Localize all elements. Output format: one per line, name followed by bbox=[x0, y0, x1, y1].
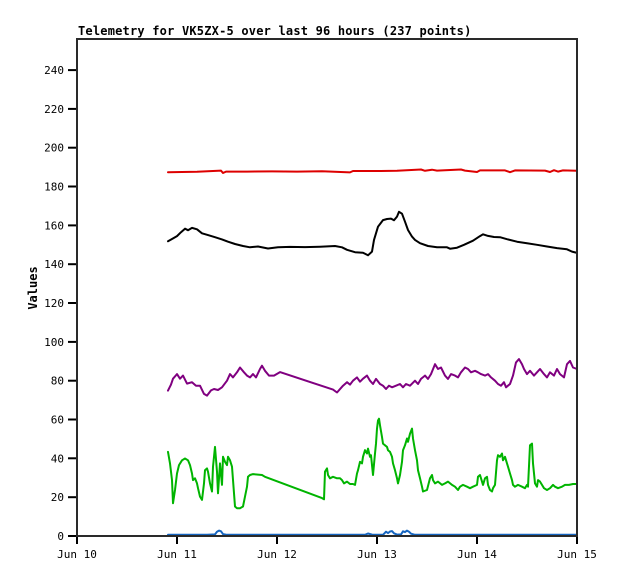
x-tick-label: Jun 15 bbox=[557, 548, 597, 561]
y-tick-label: 220 bbox=[44, 103, 64, 116]
y-tick-label: 0 bbox=[57, 530, 64, 543]
y-tick-label: 240 bbox=[44, 64, 64, 77]
series-green-line bbox=[167, 417, 578, 510]
x-tick-label: Jun 13 bbox=[357, 548, 397, 561]
plot-border bbox=[76, 38, 578, 537]
y-tick-label: 20 bbox=[51, 491, 64, 504]
x-axis-ticks: Jun 10 Jun 11 Jun 12 Jun 13 Jun 14 Jun 15 bbox=[57, 536, 597, 561]
y-axis-label: Values bbox=[26, 266, 40, 310]
y-tick-label: 120 bbox=[44, 297, 64, 310]
x-tick-label: Jun 10 bbox=[57, 548, 97, 561]
y-tick-label: 160 bbox=[44, 219, 64, 232]
x-tick-label: Jun 12 bbox=[257, 548, 297, 561]
series-blue-line bbox=[167, 529, 578, 536]
y-tick-label: 140 bbox=[44, 258, 64, 271]
series-purple-line bbox=[167, 358, 578, 397]
x-tick-label: Jun 14 bbox=[457, 548, 497, 561]
chart-title: Telemetry for VK5ZX-5 over last 96 hours… bbox=[78, 24, 472, 38]
y-tick-label: 200 bbox=[44, 142, 64, 155]
y-tick-label: 80 bbox=[51, 375, 64, 388]
y-tick-label: 100 bbox=[44, 336, 64, 349]
series-red-line bbox=[167, 168, 578, 174]
y-tick-label: 60 bbox=[51, 414, 64, 427]
y-axis-ticks: 0 20 40 60 80 100 120 140 160 180 200 220 240 bbox=[44, 64, 77, 543]
y-tick-label: 40 bbox=[51, 452, 64, 465]
y-tick-label: 180 bbox=[44, 181, 64, 194]
series-black-line bbox=[167, 210, 578, 257]
x-tick-label: Jun 11 bbox=[157, 548, 197, 561]
